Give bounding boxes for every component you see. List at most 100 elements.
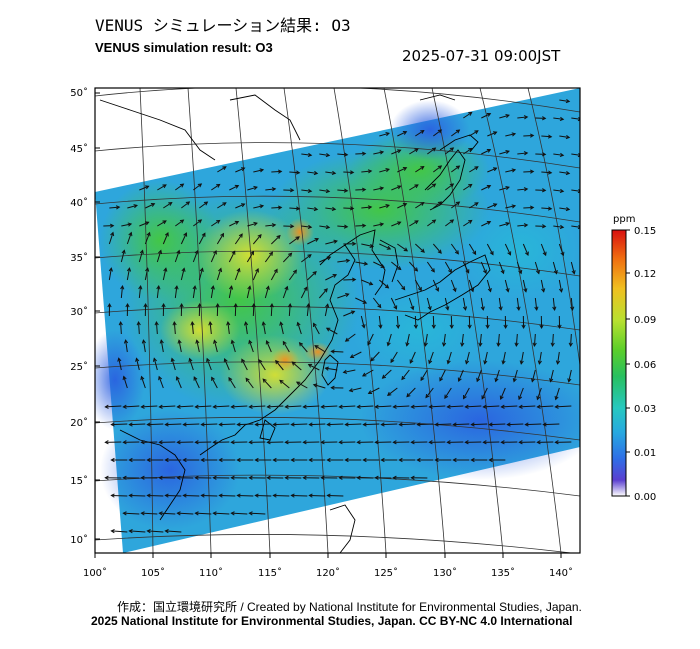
wind-arrow-head [498, 306, 503, 311]
wind-arrow [245, 322, 248, 335]
wind-arrow-head [367, 169, 373, 174]
wind-arrow-head [535, 269, 541, 275]
wind-arrow [301, 189, 312, 192]
wind-arrow [517, 152, 528, 155]
wind-arrow-head [194, 440, 199, 445]
wind-arrow-head [216, 219, 221, 224]
wind-arrow [447, 351, 452, 364]
colorbar-label: 0.06 [634, 360, 656, 371]
wind-arrow [228, 251, 236, 263]
wind-arrow [247, 186, 258, 191]
wind-arrow-head [141, 339, 146, 344]
wind-arrow-head [128, 528, 133, 534]
lat-tick: 25˚ [70, 361, 88, 373]
wind-arrow [345, 333, 356, 342]
lon-tick: 130˚ [433, 567, 457, 579]
wind-arrow [499, 114, 510, 119]
wind-arrow-head [122, 440, 127, 445]
wind-arrow [401, 369, 410, 380]
wind-arrow [267, 405, 284, 408]
wind-arrow-head [295, 236, 300, 241]
wind-arrow-head [523, 115, 529, 120]
wind-arrow [241, 359, 248, 371]
wind-arrow-head [449, 147, 455, 152]
wind-arrow [499, 222, 510, 227]
wind-arrow [193, 219, 202, 227]
wind-arrow-head [361, 324, 366, 329]
wind-arrow [139, 185, 149, 191]
wind-arrow-head [431, 183, 437, 188]
wind-arrow-head [446, 440, 451, 445]
wind-arrow-head [222, 202, 227, 207]
wind-arrow-head [474, 166, 479, 171]
wind-arrow-head [553, 270, 558, 275]
wind-arrow-head [110, 422, 115, 427]
wind-arrow [435, 423, 452, 426]
wind-arrow [246, 251, 254, 263]
wind-arrow-head [164, 231, 169, 237]
wind-arrow [265, 224, 276, 227]
wind-arrow-head [313, 170, 319, 176]
wind-arrow-head [197, 302, 202, 308]
wind-arrow [487, 203, 497, 209]
wind-arrow [309, 494, 326, 497]
wind-arrow [505, 205, 516, 209]
lon-tick: 115˚ [258, 567, 282, 579]
wind-arrow [285, 405, 302, 408]
wind-arrow-head [349, 170, 355, 175]
wind-arrow [462, 297, 467, 310]
wind-arrow-head [194, 249, 199, 255]
wind-arrow [502, 351, 506, 364]
wind-arrow [427, 147, 436, 155]
wind-arrow-head [401, 375, 406, 381]
wind-arrow-head [308, 422, 313, 427]
wind-arrow-head [558, 288, 564, 293]
wind-arrow [379, 243, 391, 250]
wind-arrow-head [410, 305, 415, 311]
wind-arrow-head [542, 251, 547, 257]
wind-arrow-head [361, 187, 367, 192]
wind-arrow-head [295, 381, 301, 386]
lat-tick: 45˚ [70, 143, 88, 155]
wind-arrow-head [427, 306, 432, 311]
wind-arrow [245, 378, 254, 389]
wind-arrow [265, 188, 276, 191]
wind-arrow-head [565, 170, 571, 176]
wind-arrow-head [406, 393, 411, 398]
wind-arrow [337, 259, 350, 263]
wind-arrow-head [238, 233, 243, 238]
wind-arrow [520, 351, 524, 364]
wind-arrow [471, 423, 488, 426]
wind-arrow-head [208, 321, 213, 326]
wind-arrow [450, 279, 457, 292]
wind-arrow [201, 423, 218, 426]
wind-arrow-head [392, 440, 397, 445]
wind-arrow [480, 261, 487, 274]
wind-arrow-head [138, 285, 143, 290]
wind-arrow [288, 269, 297, 281]
wind-arrow-head [439, 377, 444, 382]
wind-arrow-head [188, 357, 193, 363]
wind-arrow-head [254, 422, 259, 427]
wind-arrow [379, 168, 390, 173]
wind-arrow [118, 358, 122, 371]
wind-arrow-head [212, 404, 217, 409]
wind-arrow-head [496, 342, 501, 347]
wind-arrow [425, 387, 434, 398]
wind-arrow-head [127, 222, 133, 227]
wind-arrow-head [162, 220, 167, 225]
wind-arrow [375, 405, 392, 408]
wind-arrow [445, 183, 454, 191]
wind-arrow [325, 171, 336, 174]
wind-arrow [522, 243, 529, 256]
wind-arrow [370, 351, 380, 362]
wind-arrow [211, 184, 220, 191]
wind-arrow [458, 369, 464, 382]
wind-arrow-head [470, 422, 475, 427]
wind-arrow [325, 367, 338, 371]
wind-arrow-head [158, 511, 163, 516]
wind-arrow [415, 166, 424, 173]
wind-arrow-head [104, 440, 109, 445]
wind-arrow-head [248, 511, 253, 516]
wind-arrow [126, 268, 130, 281]
